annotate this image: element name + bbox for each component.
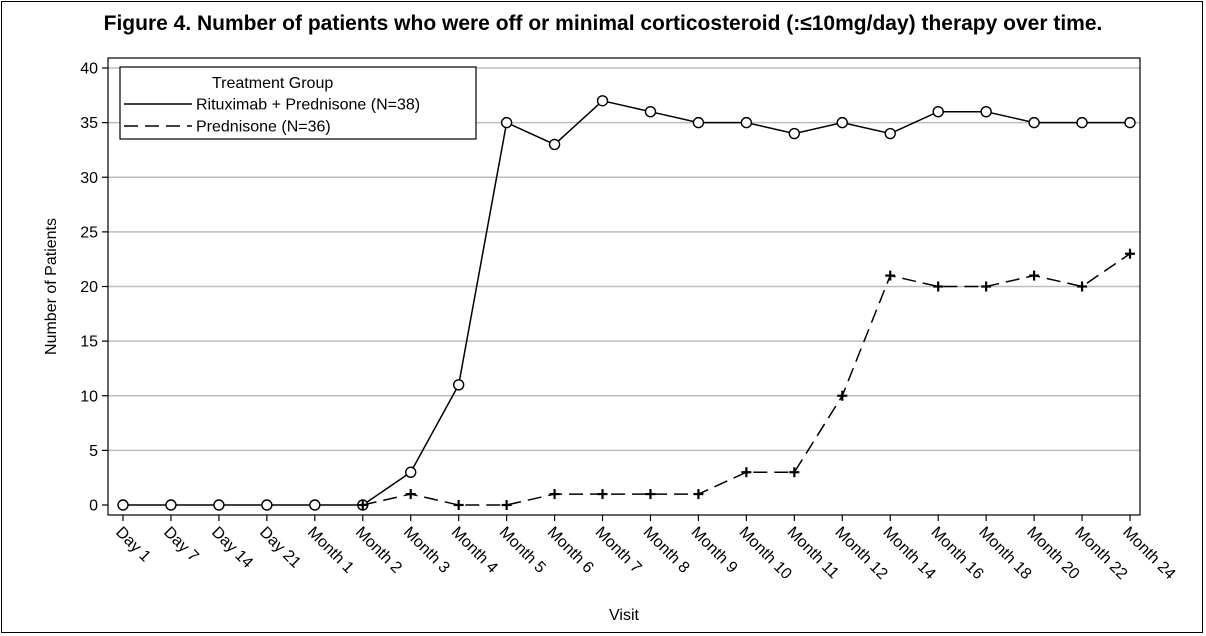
data-point — [1125, 248, 1135, 259]
data-point — [500, 116, 513, 129]
data-point — [597, 489, 608, 500]
data-point — [549, 489, 560, 500]
data-point — [789, 467, 800, 478]
data-point — [165, 499, 177, 511]
data-point — [693, 489, 704, 500]
data-point — [1029, 270, 1040, 281]
x-tick-label: Day 1 — [112, 524, 154, 566]
data-point — [452, 379, 465, 391]
data-point — [117, 499, 129, 511]
series-1 — [117, 95, 1136, 511]
x-tick-label: Month 1 — [304, 524, 357, 577]
legend-box — [119, 66, 477, 140]
series-line — [362, 253, 1131, 506]
data-point — [836, 116, 848, 129]
data-point — [885, 270, 896, 281]
y-tick-label: 10 — [80, 388, 98, 405]
data-point — [309, 499, 321, 511]
series-2 — [357, 248, 1135, 510]
x-tick-label: Month 8 — [640, 524, 693, 577]
x-tick-label: Day 14 — [208, 524, 256, 572]
y-tick-label: 40 — [80, 61, 98, 78]
data-point — [548, 138, 561, 151]
data-point — [933, 281, 944, 292]
data-point — [741, 467, 752, 478]
x-tick-label: Month 2 — [352, 524, 405, 577]
legend-title: Treatment Group — [212, 75, 333, 92]
data-point — [932, 105, 944, 118]
x-tick-label: Month 3 — [400, 524, 453, 577]
data-point — [1028, 116, 1040, 129]
data-point — [596, 95, 609, 107]
series-line — [123, 99, 1130, 506]
legend-label: Prednisone (N=36) — [196, 119, 331, 136]
x-tick-label: Day 7 — [160, 524, 202, 566]
x-tick-label: Month 4 — [448, 524, 501, 577]
y-axis: 0 5 10 15 20 25 30 35 40 — [80, 61, 108, 515]
data-point — [357, 500, 368, 510]
legend: Treatment Group Rituximab + Prednisone (N… — [119, 66, 477, 140]
x-tick-label: Month 9 — [688, 524, 741, 577]
data-point — [980, 105, 992, 118]
y-tick-label: 15 — [80, 334, 98, 351]
data-point — [740, 116, 753, 129]
y-tick-label: 35 — [80, 115, 98, 132]
data-point — [692, 116, 705, 129]
data-point — [213, 499, 225, 511]
legend-label: Rituximab + Prednisone (N=38) — [196, 97, 420, 114]
x-tick-label: Month 7 — [592, 524, 645, 577]
y-axis-label: Number of Patients — [43, 218, 60, 355]
y-tick-label: 30 — [80, 170, 98, 187]
figure-title: Figure 4. Number of patients who were of… — [103, 12, 1103, 35]
data-point — [405, 489, 416, 500]
data-point — [644, 105, 657, 118]
x-tick-label: Month 5 — [496, 524, 549, 577]
data-point — [453, 500, 464, 510]
x-axis-label: Visit — [609, 607, 639, 624]
data-point — [1124, 116, 1136, 129]
y-tick-label: 0 — [89, 498, 98, 515]
data-point — [837, 390, 848, 401]
data-point — [1077, 281, 1088, 292]
data-point — [405, 466, 417, 478]
data-point — [645, 489, 656, 500]
x-tick-label: Day 21 — [256, 524, 304, 572]
x-tick-label: Month 6 — [544, 524, 597, 577]
data-point — [501, 500, 512, 510]
y-tick-label: 5 — [89, 443, 98, 460]
y-tick-label: 25 — [80, 224, 98, 241]
data-point — [981, 281, 992, 292]
series-group — [117, 95, 1136, 511]
data-point — [788, 127, 801, 140]
x-tick-label: Month 24 — [1119, 524, 1178, 583]
data-point — [884, 127, 896, 140]
data-point — [261, 499, 273, 511]
y-tick-label: 20 — [80, 279, 98, 296]
data-point — [1076, 116, 1088, 129]
